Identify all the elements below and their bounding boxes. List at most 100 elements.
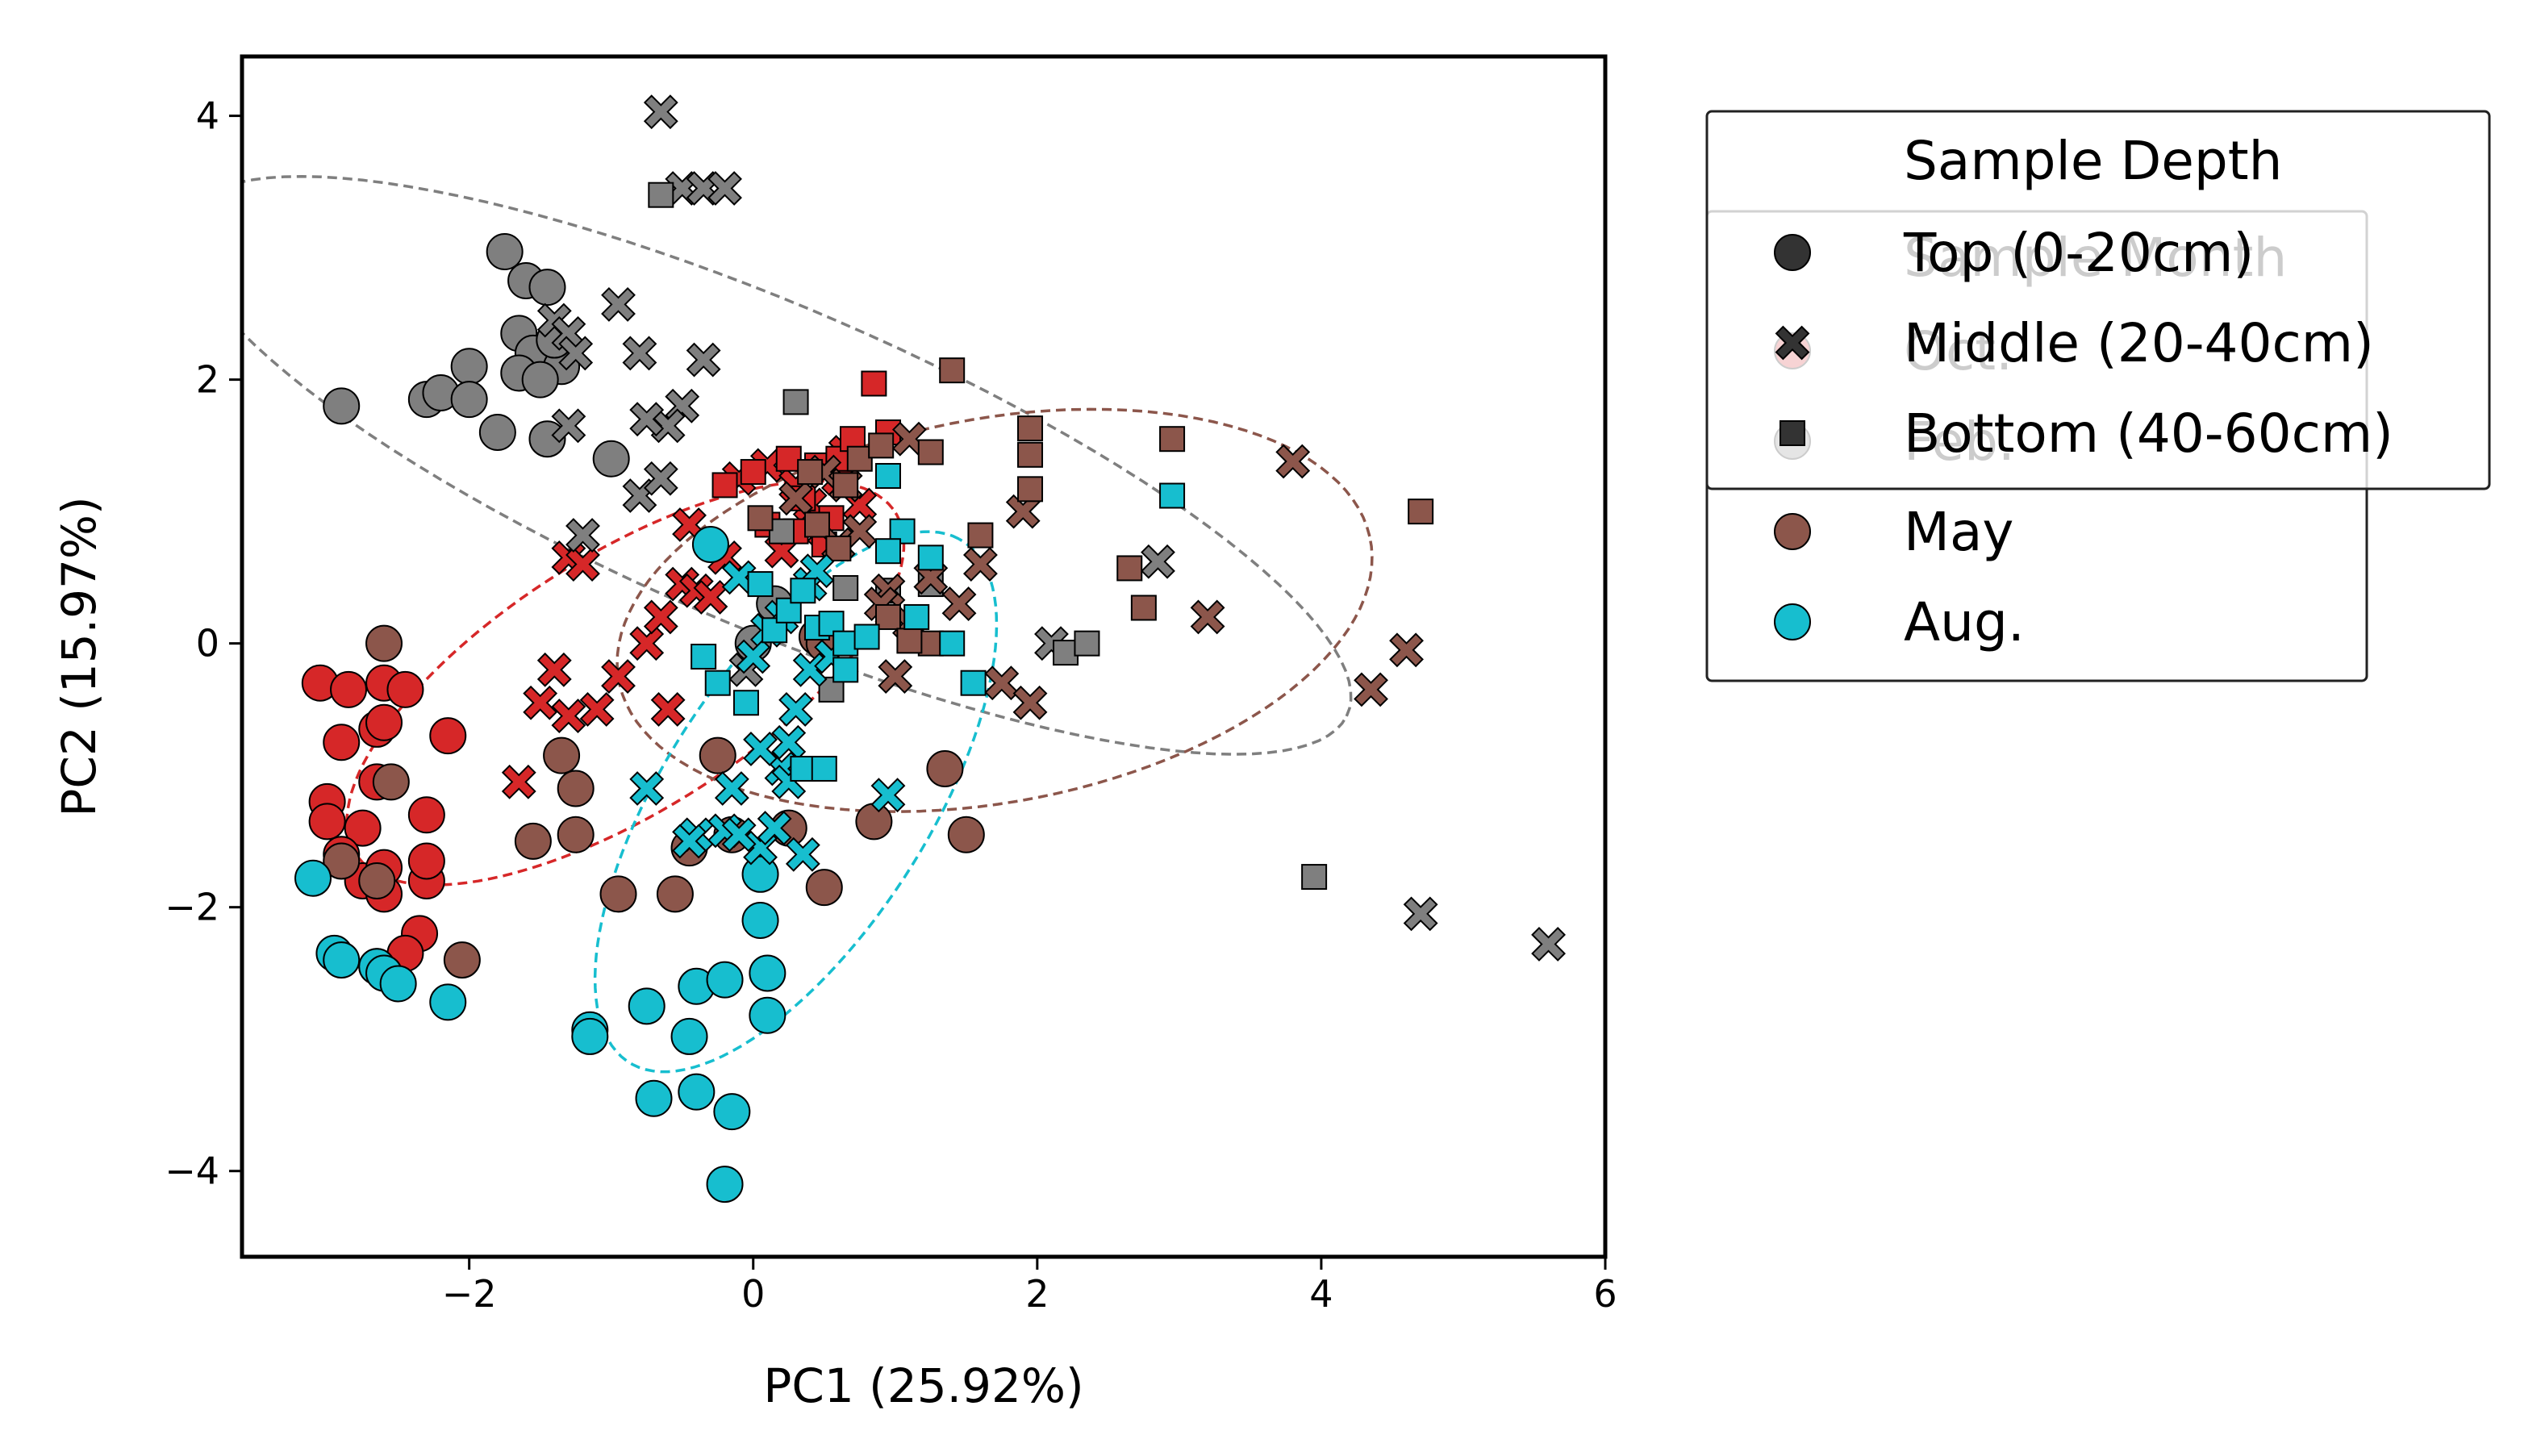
data-point-bottom [768,518,795,544]
data-point-top [557,816,595,853]
data-point-top [330,670,368,708]
data-point-top [713,1093,751,1131]
data-point-top [670,1017,708,1055]
data-point-middle [558,336,594,371]
y-tick-label: 2 [196,358,219,402]
data-point-top [478,414,516,452]
data-point-bottom [874,538,901,565]
data-point-bottom [775,445,802,472]
legend-month-marker [1774,513,1811,550]
x-axis-label: PC1 (25.92%) [763,1358,1083,1413]
data-point-bottom [967,522,994,549]
data-point-middle [565,547,600,582]
data-point-middle [1354,672,1388,707]
data-point-top [429,983,467,1021]
y-tick-label: −4 [165,1149,219,1193]
data-point-middle [743,732,778,766]
data-point-middle [778,691,813,727]
data-point-top [372,763,410,801]
data-point-bottom [1053,640,1079,666]
x-tick-label: −2 [442,1272,497,1316]
legend-depth-label: Top (0-20cm) [1903,222,2254,284]
data-point-top [443,941,481,979]
legend-depth-label: Bottom (40-60cm) [1904,403,2393,465]
data-point-top [678,1073,716,1111]
data-point-bottom [832,630,859,657]
data-point-top [926,749,964,787]
data-point-bottom [797,459,824,486]
data-point-middle [629,402,665,437]
data-point-bottom [790,755,816,782]
data-point-bottom [740,459,766,486]
data-point-middle [1275,444,1311,479]
data-point-bottom [747,571,774,598]
legend-depth-frame [1705,110,2491,490]
data-point-middle [757,811,792,845]
data-point-top [543,736,581,774]
data-point-middle [878,659,913,694]
data-point-bottom [704,670,731,696]
y-tick-label: −2 [165,886,219,929]
data-point-middle [707,171,742,206]
data-point-top [741,855,779,893]
data-point-bottom [747,505,774,532]
data-point-bottom [832,574,859,601]
data-point-bottom [648,181,674,208]
data-point-middle [622,336,657,371]
data-point-top [379,965,417,1003]
x-tick-label: 4 [1309,1272,1333,1316]
legend-depth-marker [1774,234,1811,271]
data-point-middle [1389,632,1424,668]
data-point-bottom [1017,476,1044,503]
y-tick-label: 0 [196,622,219,665]
data-point-middle [693,580,728,615]
data-point-bottom [803,511,830,538]
data-point-middle [629,626,665,661]
data-point-top [749,954,786,992]
data-point-middle [963,547,998,582]
data-point-bottom [790,578,816,604]
data-point-middle [870,778,906,813]
legend-month-label: Aug. [1904,591,2025,653]
data-point-middle [792,652,828,687]
x-tick-label: 6 [1593,1272,1617,1316]
data-point-middle [941,586,977,622]
legend-depth-marker [1780,420,1805,446]
data-point-middle [601,659,636,694]
data-point-top [741,902,779,940]
series-aug [294,462,1186,1204]
data-point-middle [1403,896,1438,932]
data-point-top [571,1017,609,1055]
data-point-top [308,803,346,841]
data-point-bottom [960,670,987,696]
data-point-bottom [861,370,887,397]
data-point-top [521,361,559,398]
data-point-top [528,269,566,307]
data-point-bottom [874,603,901,630]
data-point-top [514,822,552,860]
data-point-top [323,387,361,425]
plot-frame [240,54,1608,1259]
data-point-bottom [1159,482,1186,509]
y-axis-label: PC2 (15.97%) [52,496,106,816]
data-point-top [528,420,566,458]
data-point-middle [536,652,572,687]
data-point-top [635,1079,673,1117]
data-point-bottom [917,439,944,465]
data-point-middle [643,94,678,130]
data-point-middle [523,685,558,720]
data-point-middle [601,286,636,322]
data-point-bottom [691,644,717,670]
x-tick-label: 0 [741,1272,765,1316]
data-point-middle [565,518,600,553]
data-point-top [323,842,361,880]
data-point-top [429,717,467,755]
data-point-middle [501,764,536,799]
data-point-middle [721,817,757,853]
data-point-bottom [868,432,895,459]
legend-month-label: May [1904,501,2013,563]
data-point-top [358,862,396,899]
data-point-top [344,809,382,847]
legend-depth-marker [1775,325,1810,361]
